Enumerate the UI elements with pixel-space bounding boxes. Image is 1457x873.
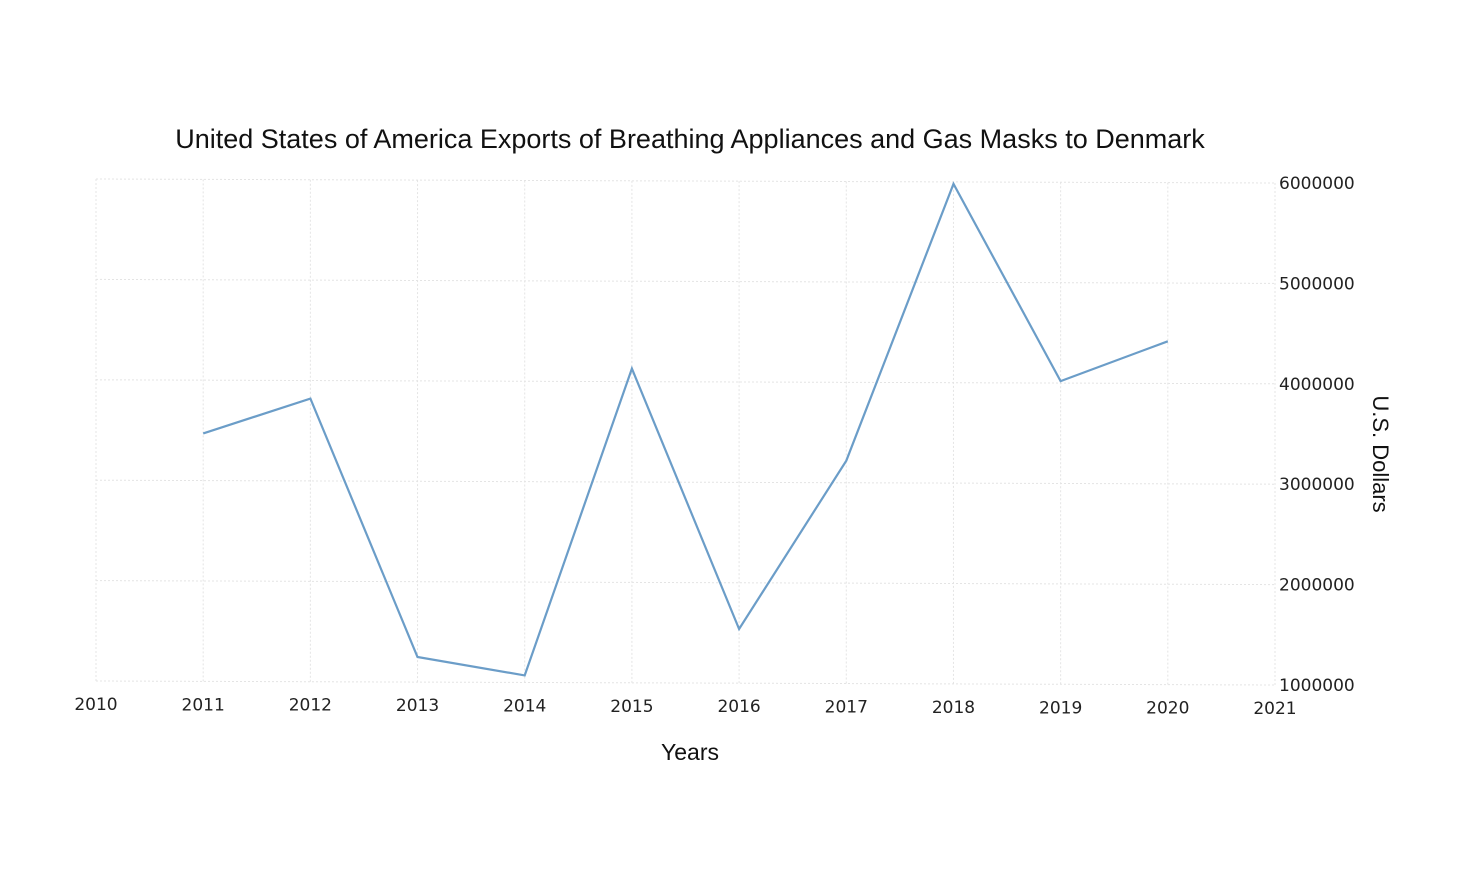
y-axis-title: U.S. Dollars xyxy=(1368,395,1393,513)
vertical-gridlines xyxy=(95,179,1276,685)
chart-title: United States of America Exports of Brea… xyxy=(175,124,1205,154)
x-axis-tick-labels: 2010 2011 2012 2013 2014 2015 2016 2017 2018 2019… xyxy=(74,695,1296,719)
data-point xyxy=(200,430,206,436)
y-gridline xyxy=(95,680,1276,686)
x-tick-label: 2020 xyxy=(1146,699,1189,719)
data-point xyxy=(950,181,956,187)
data-point xyxy=(1058,378,1064,384)
y-gridline xyxy=(95,178,1276,184)
y-gridline xyxy=(95,479,1276,485)
series-line xyxy=(202,181,1169,677)
y-tick-label: 6000000 xyxy=(1279,174,1355,194)
x-tick-label: 2014 xyxy=(503,696,546,716)
y-gridline xyxy=(95,379,1276,385)
x-tick-label: 2018 xyxy=(932,698,975,718)
x-tick-label: 2012 xyxy=(289,696,332,716)
x-tick-label: 2017 xyxy=(825,698,868,718)
data-point xyxy=(736,626,742,632)
y-tick-label: 1000000 xyxy=(1279,676,1355,696)
y-tick-label: 3000000 xyxy=(1279,475,1355,495)
y-tick-label: 5000000 xyxy=(1279,274,1355,294)
data-point xyxy=(629,366,635,372)
y-gridline xyxy=(95,278,1276,284)
data-point xyxy=(307,396,313,402)
y-tick-label: 2000000 xyxy=(1279,576,1355,596)
x-tick-label: 2021 xyxy=(1253,699,1296,719)
x-tick-label: 2011 xyxy=(182,695,225,715)
series-layer xyxy=(200,181,1171,678)
x-tick-label: 2013 xyxy=(396,696,439,716)
data-point xyxy=(1165,338,1171,344)
x-tick-label: 2019 xyxy=(1039,698,1082,718)
y-gridline xyxy=(95,580,1276,586)
horizontal-gridlines xyxy=(95,178,1276,686)
x-tick-label: 2016 xyxy=(717,697,760,717)
x-tick-label: 2015 xyxy=(610,697,653,717)
y-tick-label: 4000000 xyxy=(1279,375,1355,395)
data-point xyxy=(415,654,421,660)
data-point xyxy=(843,458,849,464)
x-axis-title: Years xyxy=(661,739,719,765)
y-axis-tick-labels: 1000000 2000000 3000000 4000000 5000000 60000… xyxy=(1279,174,1355,696)
x-tick-label: 2010 xyxy=(74,695,117,715)
data-point xyxy=(522,672,528,678)
